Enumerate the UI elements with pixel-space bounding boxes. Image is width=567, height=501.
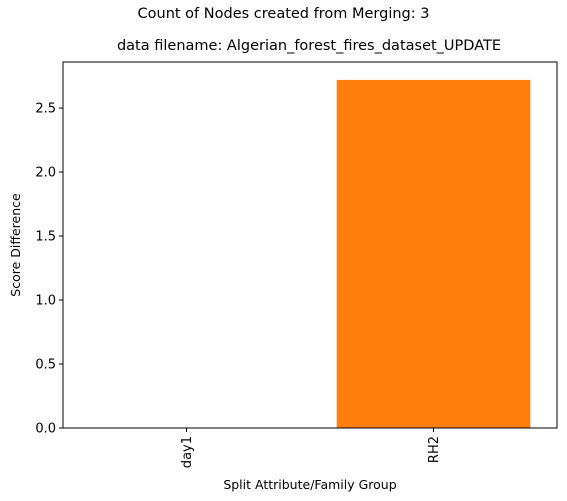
x-axis-label: Split Attribute/Family Group [223, 477, 396, 492]
x-tick-label-day1: day1 [180, 436, 195, 468]
x-axis: day1 RH2 [180, 428, 442, 468]
y-tick-label: 2.5 [35, 102, 56, 117]
y-axis: 0.0 0.5 1.0 1.5 2.0 2.5 [35, 102, 63, 437]
figure-suptitle: Count of Nodes created from Merging: 3 [137, 6, 430, 22]
chart-title: data filename: Algerian_forest_fires_dat… [117, 38, 501, 54]
y-tick-label: 1.5 [35, 230, 56, 245]
y-tick-label: 0.0 [35, 422, 56, 437]
plot-area [62, 61, 558, 429]
y-tick-label: 1.0 [35, 294, 56, 309]
x-tick-label-rh2: RH2 [427, 436, 442, 463]
y-tick-label: 2.0 [35, 166, 56, 181]
y-axis-label: Score Difference [8, 193, 23, 297]
bar-rh2 [336, 79, 531, 429]
y-tick-label: 0.5 [35, 358, 56, 373]
plot-frame [62, 61, 558, 429]
